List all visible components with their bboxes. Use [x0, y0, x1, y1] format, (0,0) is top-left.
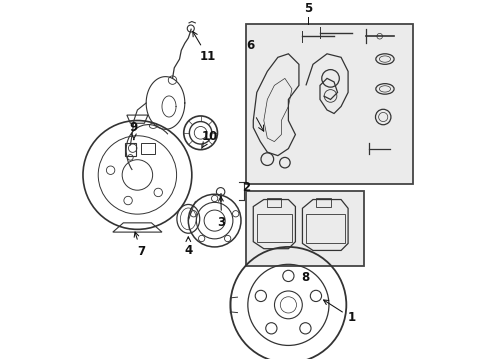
- Text: 11: 11: [192, 32, 215, 63]
- Bar: [246, 24, 412, 184]
- Text: 10: 10: [201, 130, 217, 148]
- Text: 9: 9: [129, 121, 138, 140]
- Bar: [305, 213, 344, 243]
- Text: 5: 5: [303, 2, 311, 15]
- Text: 6: 6: [246, 39, 254, 51]
- Text: 8: 8: [300, 271, 308, 284]
- Text: 7: 7: [134, 232, 144, 258]
- Text: 3: 3: [217, 197, 225, 229]
- Bar: [141, 143, 155, 154]
- Text: 1: 1: [323, 300, 355, 324]
- Bar: [256, 213, 291, 242]
- Text: 4: 4: [184, 237, 192, 257]
- Text: 2: 2: [242, 181, 249, 194]
- Bar: [246, 191, 363, 266]
- Bar: [125, 143, 135, 156]
- Bar: [316, 198, 330, 207]
- Bar: [267, 198, 281, 207]
